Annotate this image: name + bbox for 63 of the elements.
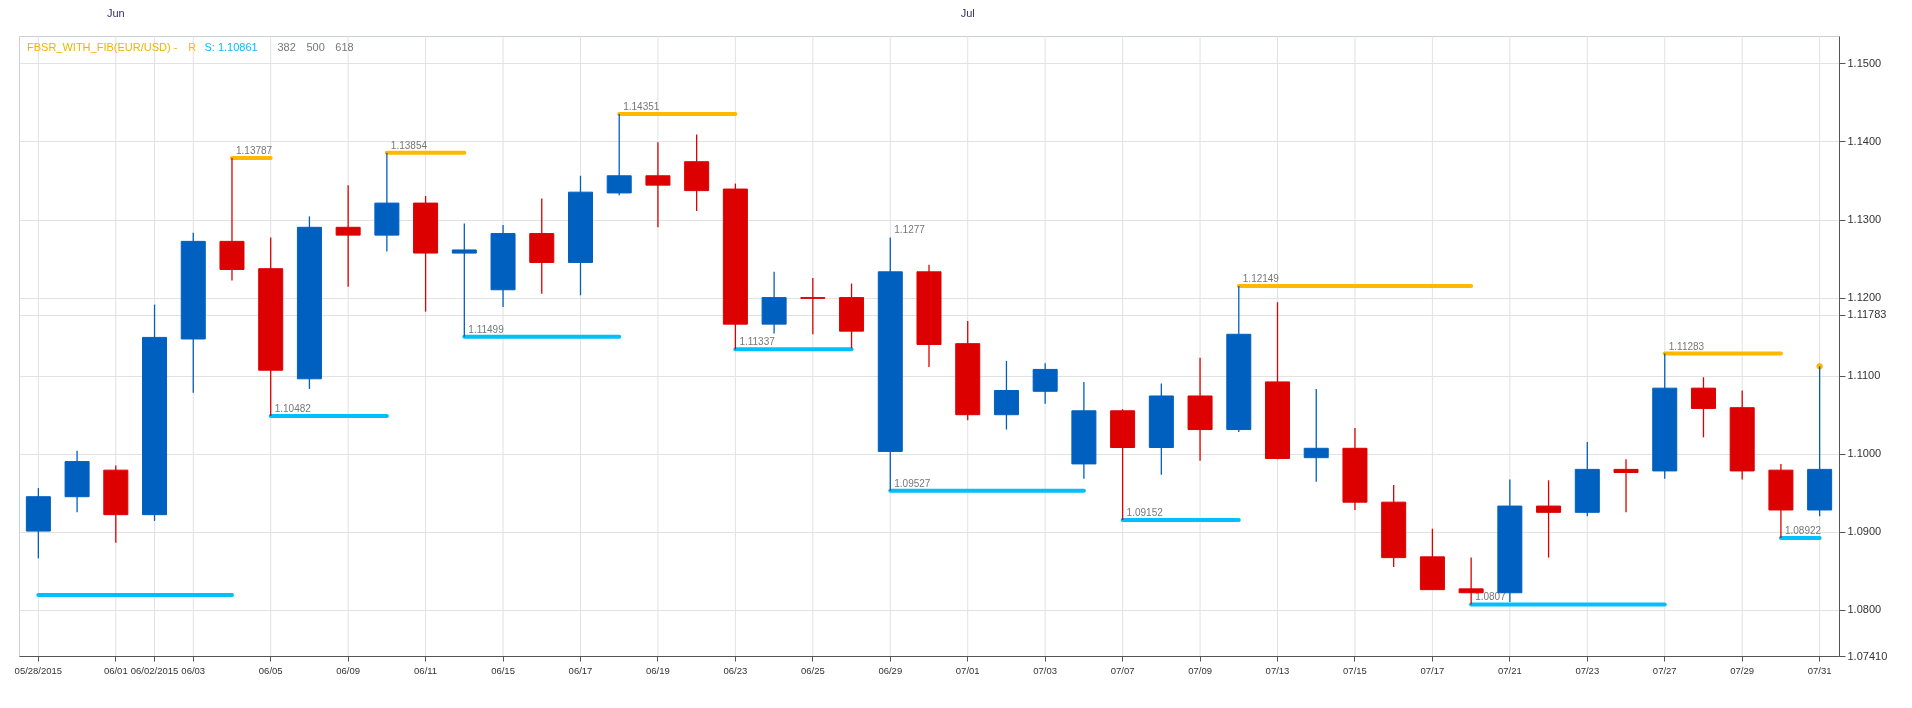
chart-title: FBSR_WITH_FIB(EUR/USD) - [27, 41, 178, 53]
text: Jul [960, 7, 975, 19]
y-tick-label: 1.07410 [1847, 649, 1888, 662]
x-tick-label: 07/27 [1652, 664, 1677, 676]
x-tick-label: 06/11 [414, 664, 438, 676]
candlestick [1032, 362, 1058, 405]
y-tick-label: 1.0800 [1847, 603, 1882, 616]
annotation: 500 [306, 41, 325, 53]
x-tick-label: 06/17 [568, 664, 593, 676]
x-tick-label: 06/01 [103, 664, 128, 676]
data-label: 1.12149 [1242, 272, 1280, 284]
text: Jun [106, 7, 125, 19]
data-label: 1.13787 [235, 145, 273, 157]
x-tick-label: 07/09 [1188, 664, 1212, 676]
data-label: 1.11499 [468, 323, 505, 335]
x-tick-label: 07/29 [1730, 664, 1755, 676]
x-tick-label: 07/15 [1343, 664, 1367, 676]
text: R [188, 41, 197, 53]
x-tick-label: 05/28/2015 [14, 664, 63, 676]
x-tick-label: 06/25 [800, 664, 825, 676]
x-tick-label: 07/21 [1497, 664, 1522, 676]
annotation: 382 [277, 41, 296, 53]
x-tick-label: 07/13 [1265, 664, 1290, 676]
x-tick-label: 06/19 [646, 664, 670, 676]
x-tick-label: 07/23 [1575, 664, 1600, 676]
candlestick [1536, 479, 1562, 559]
y-tick-label: 1.1000 [1847, 447, 1882, 460]
y-tick-label: 1.1200 [1847, 291, 1882, 304]
data-label: 1.10482 [274, 403, 312, 415]
annotation: 618 [335, 41, 354, 53]
x-tick-label: 06/09 [336, 664, 361, 676]
x-tick-label: 07/07 [1110, 664, 1135, 676]
x-tick-label: 06/15 [491, 664, 515, 676]
data-label: 1.08922 [1784, 524, 1822, 536]
y-tick-label: 1.1500 [1847, 56, 1882, 69]
candlestick [1303, 388, 1329, 483]
candlestick [800, 277, 826, 335]
x-tick-label: 07/31 [1807, 664, 1832, 676]
x-tick-label: 06/02/2015 [130, 664, 179, 676]
y-tick-label: 1.0900 [1847, 525, 1882, 538]
data-label: 1.09527 [894, 477, 931, 489]
candlestick [645, 141, 671, 228]
y-tick-label: 1.1400 [1847, 134, 1882, 147]
data-label: 1.14351 [623, 101, 660, 113]
annotation: 1.1277 [894, 224, 926, 236]
candlestick [335, 184, 361, 288]
candlestick [1613, 458, 1639, 513]
y-tick-label: 1.1300 [1847, 213, 1882, 225]
x-tick-label: 06/03 [181, 664, 206, 676]
data-label: 1.13854 [390, 139, 428, 151]
y-tick-label: 1.1100 [1847, 369, 1881, 382]
x-tick-label: 07/01 [955, 664, 980, 676]
x-tick-label: 07/03 [1033, 664, 1058, 676]
y-tick-label: 1.11783 [1847, 308, 1887, 321]
x-tick-label: 06/23 [723, 664, 748, 676]
x-tick-label: 07/17 [1420, 664, 1445, 676]
data-label: 1.0807 [1475, 591, 1507, 603]
x-tick-label: 06/29 [878, 664, 903, 676]
data-label: 1.09152 [1126, 506, 1164, 518]
text: S: 1.10861 [204, 41, 258, 53]
data-label: 1.11283 [1668, 340, 1705, 352]
data-label: 1.11337 [739, 336, 776, 348]
x-tick-label: 06/05 [258, 664, 283, 676]
